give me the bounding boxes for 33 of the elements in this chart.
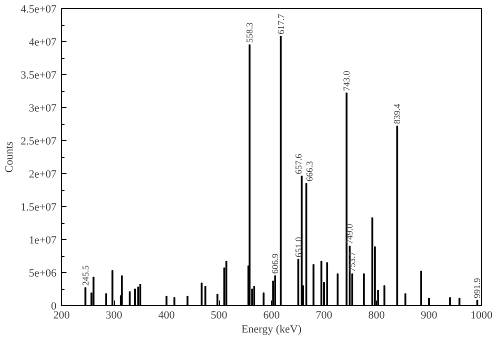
annotation: 991.9 [472,277,482,298]
x-tick-label: 800 [368,310,386,322]
annotation: 606.9 [270,253,280,274]
x-axis-title: Energy (keV) [242,324,302,336]
x-tick-label: 900 [420,310,438,322]
annotation: 839.4 [392,103,402,124]
x-tick-label: 300 [106,310,123,322]
x-tick-label: 600 [263,310,280,322]
x-tick-label: 200 [53,310,70,322]
annotation: 245.5 [80,264,90,286]
annotation: 657.6 [294,153,304,174]
annotation: 558.3 [244,22,255,43]
y-axis-title: Counts [4,141,16,173]
y-tick-label: 4e+07 [28,36,57,48]
annotation: 753.7 [347,251,358,272]
y-tick-label: 2.5e+07 [20,136,57,148]
annotation: 666.3 [304,160,314,182]
annotation: 749.0 [344,223,355,244]
y-tick-label: 1.5e+07 [20,202,57,214]
x-tick-label: 400 [158,310,176,322]
x-tick-label: 700 [316,310,333,322]
y-tick-label: 5e+06 [28,268,57,280]
x-tick-label: 1000 [470,310,493,322]
annotation: 617.7 [276,13,286,34]
x-tick-label: 500 [210,310,228,322]
y-tick-label: 3e+07 [28,102,57,114]
y-tick-label: 4.5e+07 [20,4,57,16]
y-tick-label: 0 [51,300,57,312]
y-tick-label: 3.5e+07 [20,70,57,82]
annotation: 651.0 [293,236,304,258]
y-tick-label: 1e+07 [28,234,57,246]
y-tick-label: 2e+07 [28,168,57,180]
annotation: 743.0 [342,70,352,91]
